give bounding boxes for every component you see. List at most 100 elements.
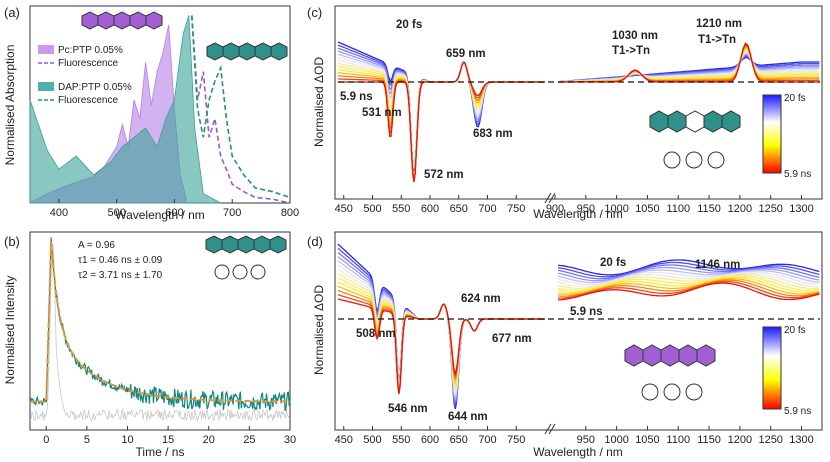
ta-xtick-label-6: 750 [507,203,525,215]
c-ann-5-9ns: 5.9 ns [340,91,373,103]
panel-b-ylabel: Normalised Intensity [3,276,17,385]
ta-trace-nir-8 [557,275,820,292]
ta-trace-nir-2 [557,264,820,280]
ta-trace-nir-4 [557,269,820,284]
b-xtick-label-2: 10 [121,434,133,446]
ta-xtick-label-14: 1300 [789,434,813,446]
b-xtick-label-5: 25 [243,434,255,446]
ta-trace-nir-0 [558,259,820,276]
ta-trace-nir-10 [558,278,820,295]
d-ann-677nm: 677 nm [492,333,532,345]
ta-xtick-label-1: 500 [363,203,381,215]
legend-dap-swatch [38,82,54,91]
d-ann-644nm: 644 nm [448,411,488,423]
ta-xtick-label-4: 650 [450,203,468,215]
ta-xtick-label-7: 900 [546,203,564,215]
ta-trace-nir-1 [557,261,820,278]
d-ann-624nm: 624 nm [461,293,501,305]
a-xtick-label-2: 600 [165,207,183,219]
d-molecule-icon [624,344,716,401]
ta-xtick-label-7: 950 [577,434,595,446]
ta-xtick-label-11: 1100 [666,203,690,215]
ta-trace-nir-6 [557,272,820,288]
panel-d-ylabel: Normalised ΔOD [312,285,326,375]
legend-dap-fl-label: Fluorescence [58,95,118,106]
d-colorbar-bottom: 5.9 ns [784,406,811,417]
panel-c: 450 500 550 600 650 700 750 900 950 1000 1050 1100 1… [307,5,823,221]
b-xtick-label-0: 0 [43,434,49,446]
d-ann-546nm: 546 nm [388,403,428,415]
ta-trace-nir-9 [557,276,820,293]
fluorescence-line-3 [191,15,291,199]
ta-trace-vis-0 [337,243,545,410]
ta-xtick-label-6: 750 [507,434,525,446]
ta-trace-nir-12 [558,280,820,299]
d-ann-20fs: 20 fs [600,257,626,269]
irf-line [29,242,290,422]
panel-c-xlabel: Wavelength / nm [533,207,623,221]
b-xtick-label-4: 20 [203,434,215,446]
ta-xtick-label-2: 550 [392,434,410,446]
legend-pc-fl-label: Fluorescence [58,58,118,69]
c-ann-659nm: 659 nm [446,48,486,60]
absorption-area-1 [29,15,221,204]
c-ann-531nm: 531 nm [362,107,402,119]
ta-xtick-label-9: 1000 [604,203,628,215]
ta-xtick-label-8: 1000 [604,434,628,446]
ta-xtick-label-10: 1100 [666,434,690,446]
ta-xtick-label-9: 1050 [635,434,659,446]
fit-tau2: τ2 = 3.71 ns ± 1.70 [78,270,163,281]
d-ann-1146nm: 1146 nm [695,259,740,271]
diazapentacene-molecule-icon [206,42,288,61]
panel-d-label: (d) [307,234,323,249]
d-ann-508nm: 508 nm [356,328,396,340]
b-xtick-label-6: 30 [284,434,296,446]
panel-c-ylabel: Normalised ΔOD [312,57,326,147]
ta-trace-nir-7 [557,274,820,290]
panel-a-ylabel: Normalised Absorption [3,45,17,166]
fit-tau1: τ1 = 0.46 ns ± 0.09 [78,255,163,266]
ta-trace-nir-11 [558,279,820,297]
a-xtick-label-3: 700 [223,207,241,219]
ta-xtick-label-1: 500 [363,434,381,446]
ta-xtick-label-12: 1200 [728,434,752,446]
panel-b-label: (b) [4,234,20,249]
c-ann-1210nm: 1210 nm [696,18,742,30]
legend-pc-label: Pc:PTP 0.05% [58,45,123,56]
panel-b-xlabel: Time / ns [136,445,185,459]
panel-b: 0 5 10 15 20 25 30 (b) Time / ns Normalised In… [3,231,296,459]
fit-amplitude: A = 0.96 [78,240,115,251]
c-colorbar-top: 20 fs [784,93,806,104]
ta-xtick-label-13: 1250 [758,434,782,446]
b-xtick-label-1: 5 [84,434,90,446]
d-colorbar-top: 20 fs [784,325,806,336]
c-ann-t1tn-2: T1->Tn [698,34,736,46]
ta-xtick-label-13: 1200 [728,203,752,215]
b-xtick-label-3: 15 [162,434,174,446]
ta-trace-nir-13 [558,282,820,301]
axis-break-2 [548,192,556,204]
ta-trace-vis-12 [337,61,545,182]
ta-xtick-label-0: 450 [335,203,353,215]
c-ann-572nm: 572 nm [424,169,464,181]
axis-break-1 [544,423,552,435]
ta-trace-nir-3 [557,266,820,282]
legend-dap-label: DAP:PTP 0.05% [58,82,132,93]
ta-xtick-label-8: 950 [577,203,595,215]
c-ann-683nm: 683 nm [473,128,513,140]
ta-xtick-label-5: 700 [478,434,496,446]
ta-xtick-label-10: 1050 [635,203,659,215]
c-colorbar-bottom: 5.9 ns [784,169,811,180]
c-colorbar [762,94,782,174]
panel-a: 400 500 600 700 800 (a) Wavelength / nm Norm… [3,5,299,222]
a-xtick-label-0: 400 [50,207,68,219]
pentacene-molecule-icon [81,11,163,30]
d-colorbar [762,326,782,410]
panel-d-xlabel: Wavelength / nm [533,445,623,459]
c-ann-20fs: 20 fs [396,19,422,31]
ta-xtick-label-4: 650 [450,434,468,446]
panel-a-label: (a) [4,5,20,20]
a-xtick-label-1: 500 [107,207,125,219]
legend-pc-swatch [38,45,54,54]
